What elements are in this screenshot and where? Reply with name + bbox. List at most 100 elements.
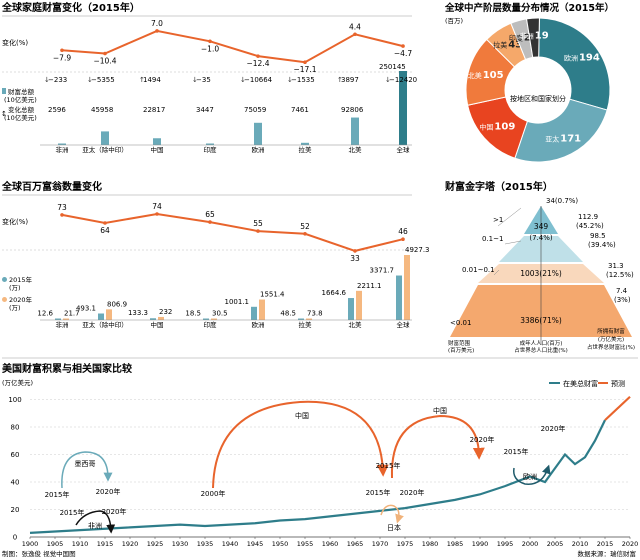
category-label: 全球	[397, 320, 411, 329]
category-label: 北美	[349, 320, 363, 329]
donut-slice	[525, 17, 540, 58]
millionaire-2020-label: 21.7	[64, 310, 80, 318]
panel1-title: 全球家庭财富变化（2015年）	[1, 1, 140, 14]
legend-change-arrow-icon: ↕	[1, 110, 7, 118]
legend-total-swatch	[2, 88, 6, 94]
donut-slice	[514, 98, 608, 163]
us-total-wealth-line	[29, 419, 606, 534]
middle-class-panel: 全球中产阶层数量分布情况（2015年） (百万) 欧洲194 亚太171 中国109…	[444, 2, 614, 163]
wealth-value-label: 75059	[244, 106, 266, 114]
pyramid-footer-mid-1: 成年人人口(百万)	[520, 339, 563, 347]
millionaire-bar-2020	[306, 318, 312, 320]
millionaire-2020-label: 806.9	[107, 300, 127, 308]
change-pct-line	[61, 29, 404, 64]
legend-2020-label: 2020年	[9, 295, 33, 304]
mexico-arc	[61, 451, 113, 489]
pyramid-footer-mid-2: 占世界总人口比重(%)	[514, 346, 568, 354]
right-label-1a: 112.9	[578, 213, 598, 221]
change-pct-point	[60, 48, 64, 53]
legend-us-total: 在美总财富	[563, 379, 598, 388]
wealth-bar	[206, 143, 214, 145]
category-label: 欧洲	[252, 145, 265, 154]
millionaire-2020-label: 73.8	[307, 310, 323, 318]
ann-europe-2020: 2020年	[541, 424, 566, 433]
millionaire-bar-2015	[348, 298, 354, 320]
millionaire-2015-label: 1664.6	[322, 289, 347, 297]
pyramid-footer-right-1: 所拥有财富	[597, 327, 625, 335]
millionaire-2020-label: 4927.3	[405, 246, 430, 254]
ann-europe: 欧洲	[523, 472, 537, 481]
arrow-up-icon: ↑	[139, 76, 145, 84]
millionaire-panel: 全球百万富翁数量变化 变化(%) 2015年 (万) 2020年 (万) 12.…	[1, 180, 430, 329]
x-tick-label: 1990	[472, 540, 489, 548]
change-pct-point	[303, 60, 307, 65]
millionaire-change-label: 55	[253, 219, 263, 228]
legend-2015-swatch	[2, 277, 7, 282]
millionaire-bar-2020	[211, 318, 217, 320]
wealth-value-label: 22817	[143, 106, 165, 114]
slice-region: 欧洲	[564, 54, 578, 63]
change-pct-point	[103, 51, 107, 56]
millionaire-2020-label: 30.5	[212, 310, 228, 318]
change-pct-point	[401, 44, 405, 48]
category-label: 中国	[151, 320, 164, 329]
band-label-2: 0.1~1	[482, 235, 503, 243]
millionaire-2015-label: 133.3	[128, 309, 148, 317]
millionaire-bar-2020	[106, 309, 112, 320]
change-amount-label: −35	[196, 76, 211, 84]
millionaire-change-point	[208, 220, 212, 224]
wealth-bar	[399, 71, 407, 145]
wealth-pyramid-panel: 财富金字塔（2015年） 34(0.7%) 349 (7.4%) 1003(21…	[444, 180, 635, 354]
x-tick-label: 2000	[522, 540, 539, 548]
panel4-title: 财富金字塔（2015年）	[444, 180, 553, 193]
millionaire-change-point	[256, 229, 260, 233]
millionaire-bar-2015	[203, 318, 209, 320]
ann-mexico-2020: 2020年	[96, 487, 121, 496]
donut-slice-label: 中国109	[479, 121, 515, 132]
us-wealth-panel: 美国财富积累与相关国家比较 (万亿美元) 在美总财富 预测 中国 2000年 2…	[2, 357, 638, 548]
pyramid-footer-right-2: (万亿美元)	[598, 335, 624, 343]
x-tick-label: 1975	[397, 540, 414, 548]
category-label: 全球	[397, 145, 411, 154]
wealth-value-label: 45958	[91, 106, 113, 114]
millionaire-change-point	[60, 213, 64, 217]
millionaire-bar-2020	[259, 299, 265, 320]
y-tick-label: 80	[11, 424, 20, 432]
x-tick-label: 2005	[547, 540, 564, 548]
panel1-change-label: 变化(%)	[2, 38, 28, 47]
arrow-up-icon: ↑	[337, 76, 343, 84]
donut-slice-label: 欧洲194	[564, 53, 600, 64]
millionaire-change-point	[401, 237, 405, 241]
millionaire-bar-2020	[356, 290, 362, 320]
pyramid-top-label: 34(0.7%)	[546, 197, 578, 205]
millionaire-bar-2020	[404, 255, 410, 320]
change-pct-label: −1.0	[201, 44, 219, 53]
wealth-value-label: 250145	[379, 63, 406, 71]
millionaire-change-point	[353, 249, 357, 253]
category-label: 印度	[204, 145, 218, 154]
donut-slice-label: 北美105	[468, 70, 504, 81]
x-tick-label: 1995	[497, 540, 514, 548]
x-tick-label: 1920	[122, 540, 139, 548]
x-tick-label: 1905	[47, 540, 64, 548]
x-tick-label: 1910	[72, 540, 89, 548]
donut-slice-label: 亚太171	[545, 133, 581, 144]
comparison-annotations: 中国 2000年 2015年 中国 2020年 墨西哥 2015年 2020年 …	[45, 400, 566, 534]
right-label-4a: 7.4	[616, 287, 628, 295]
millionaire-change-label: 73	[57, 203, 67, 212]
band-label-3: 0.01~0.1	[462, 266, 495, 274]
legend-change-unit: (10亿美元)	[4, 113, 37, 122]
panel2-title: 全球中产阶层数量分布情况（2015年）	[444, 2, 614, 14]
legend-forecast: 预测	[611, 379, 625, 388]
x-tick-label: 1930	[172, 540, 189, 548]
category-label: 北美	[349, 145, 363, 154]
change-pct-label: −12.4	[247, 59, 270, 68]
millionaire-change-label: 33	[350, 254, 360, 263]
slice-value: 194	[579, 53, 600, 64]
x-tick-label: 1940	[222, 540, 239, 548]
millionaire-2015-label: 1001.1	[225, 298, 250, 306]
legend-2020-unit: (万)	[9, 304, 21, 312]
millionaire-2015-label: 48.5	[280, 310, 296, 318]
donut-center-label: 按地区和国家划分	[510, 94, 566, 103]
